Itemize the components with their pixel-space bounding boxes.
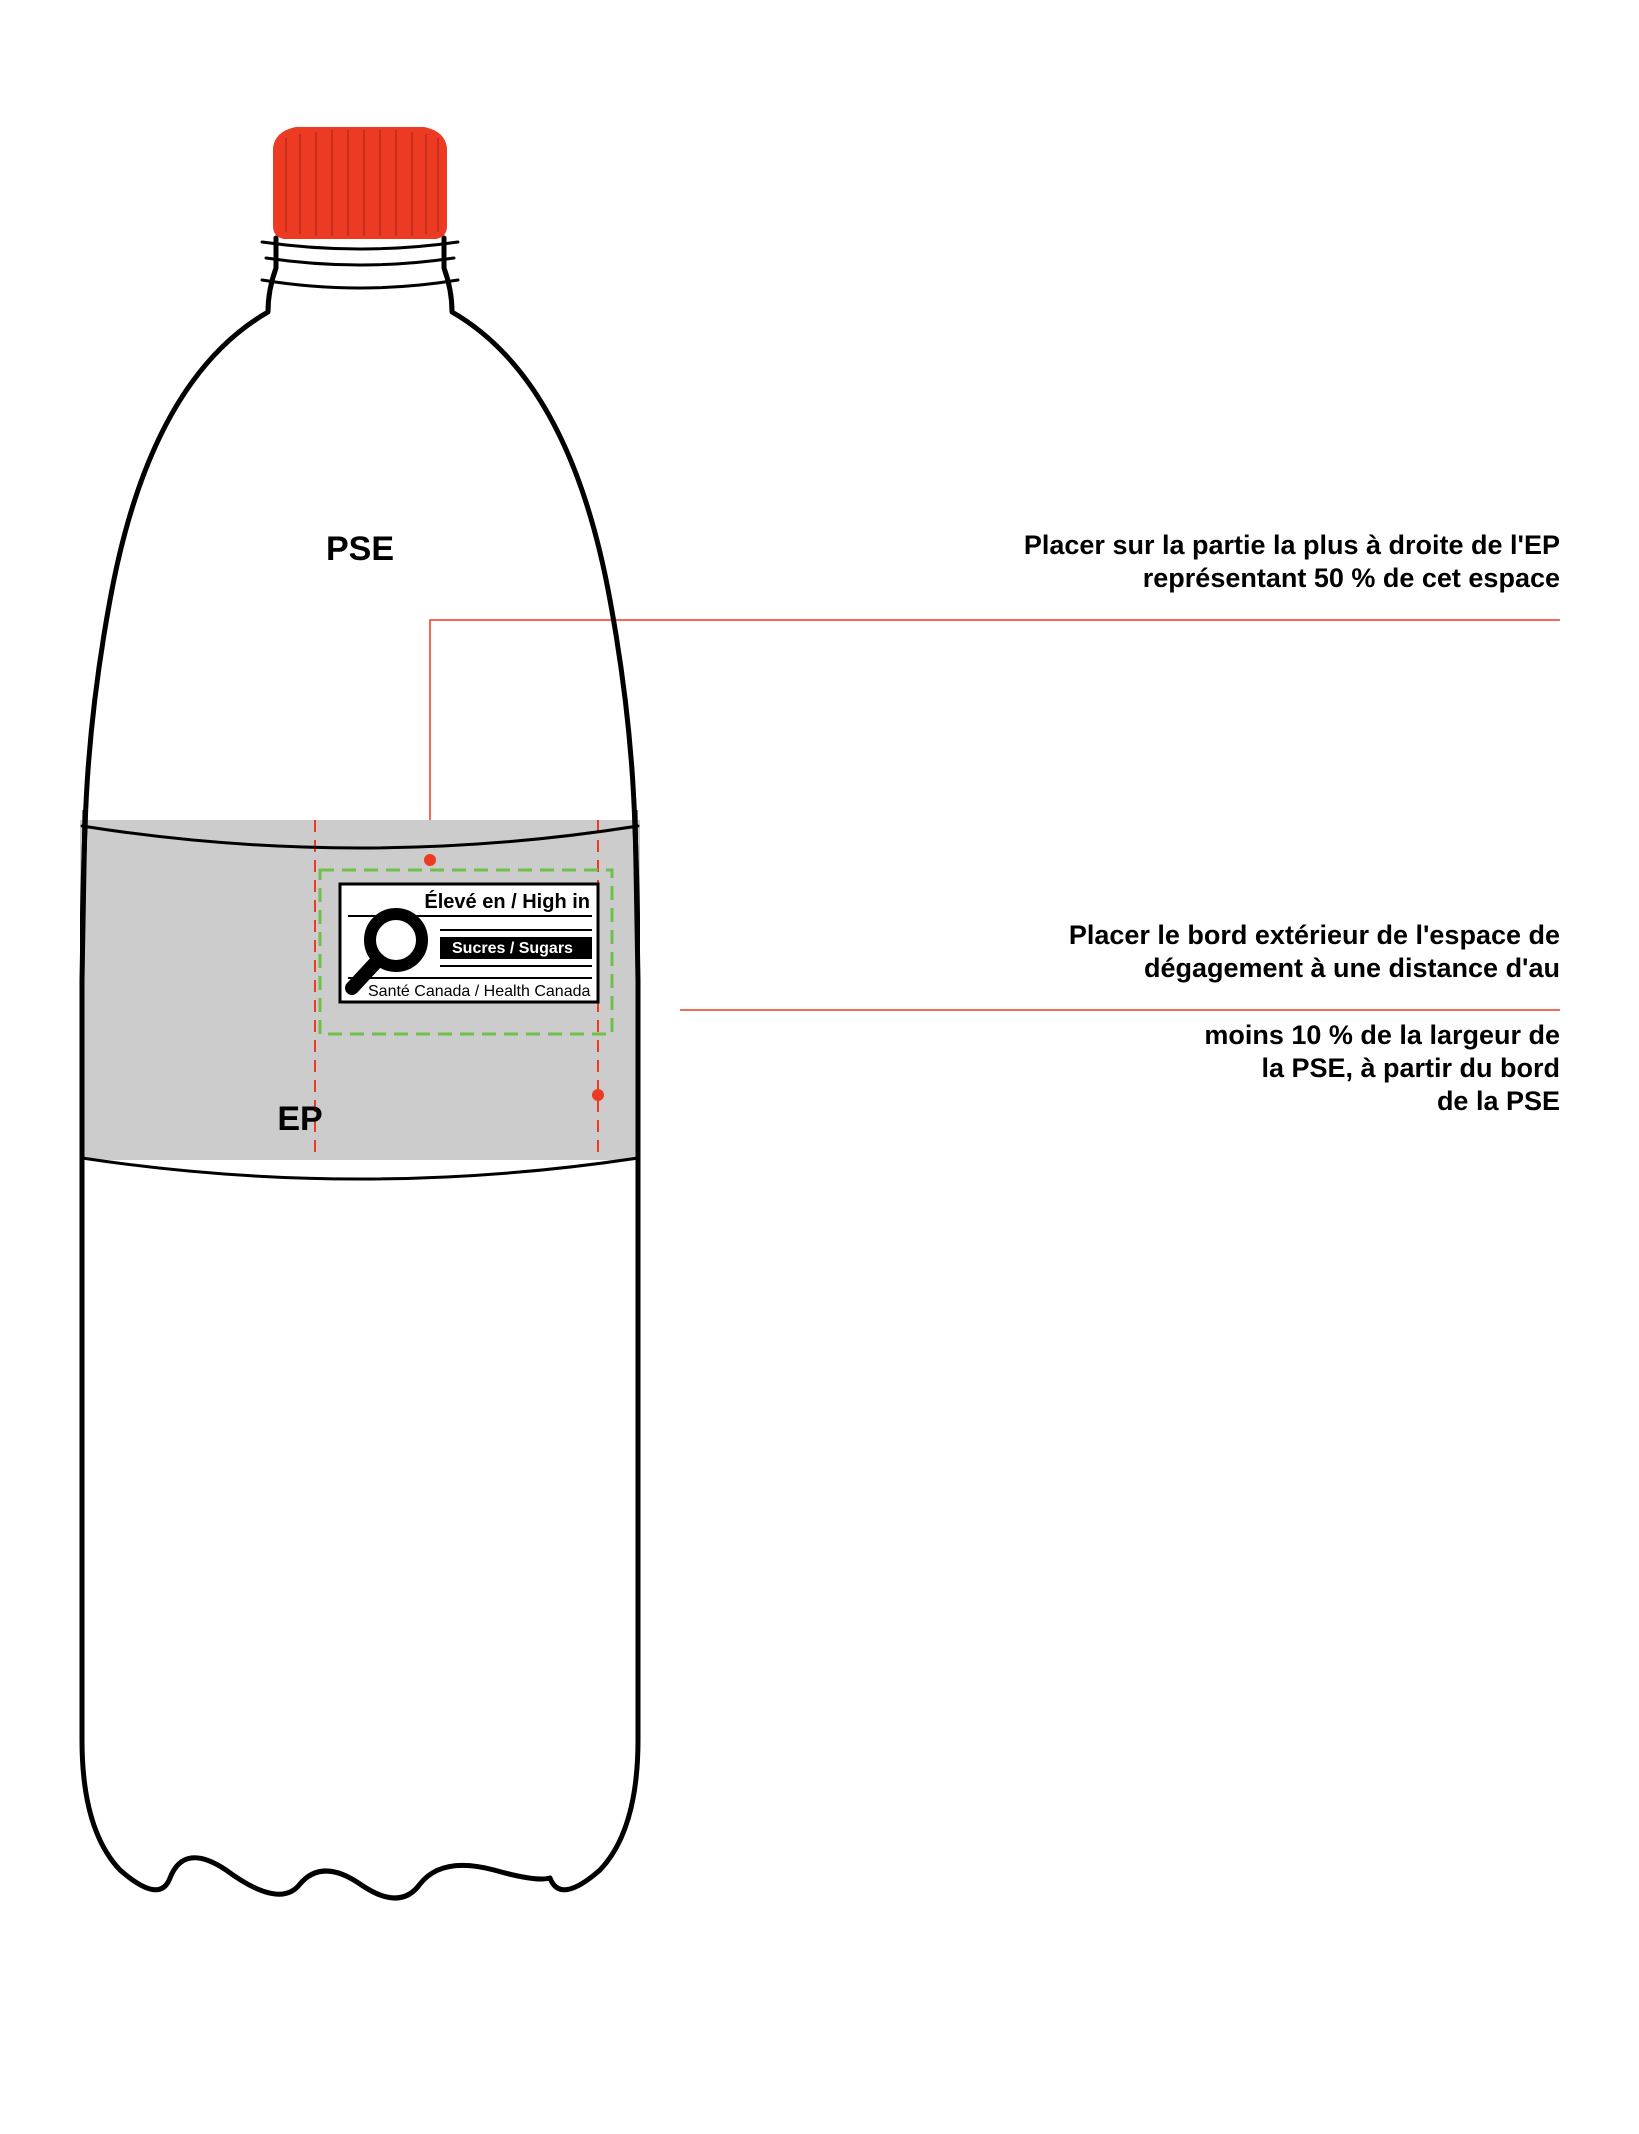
callout-bottom-dot [592, 1089, 604, 1101]
callout-top-dot [424, 854, 436, 866]
trim-right [640, 810, 680, 1170]
callout-bottom-text: Placer le bord extérieur de l'espace de … [1069, 920, 1560, 1116]
callout-top-line-1: représentant 50 % de cet espace [1143, 563, 1560, 593]
diagram-canvas: Élevé en / High in Sucres / Sugars Santé… [0, 0, 1639, 2134]
pse-label: PSE [326, 530, 394, 568]
callout-bottom-line-4: de la PSE [1437, 1086, 1560, 1116]
callout-bottom-line-1: dégagement à une distance d'au [1144, 953, 1560, 983]
callout-bottom-line-2: moins 10 % de la largeur de [1204, 1020, 1560, 1050]
trim-left [0, 810, 80, 1170]
ep-label: EP [277, 1100, 322, 1138]
symbol-bar-text: Sucres / Sugars [452, 940, 573, 957]
callout-bottom-line-3: la PSE, à partir du bord [1261, 1053, 1560, 1083]
symbol-title: Élevé en / High in [424, 890, 590, 913]
nutrition-symbol: Élevé en / High in Sucres / Sugars Santé… [340, 884, 598, 1002]
symbol-footer: Santé Canada / Health Canada [368, 983, 590, 1000]
callout-top-text: Placer sur la partie la plus à droite de… [1024, 530, 1560, 593]
bottle-cap [274, 128, 446, 238]
callout-top-line-0: Placer sur la partie la plus à droite de… [1024, 530, 1560, 560]
callout-bottom-line-0: Placer le bord extérieur de l'espace de [1069, 920, 1560, 950]
